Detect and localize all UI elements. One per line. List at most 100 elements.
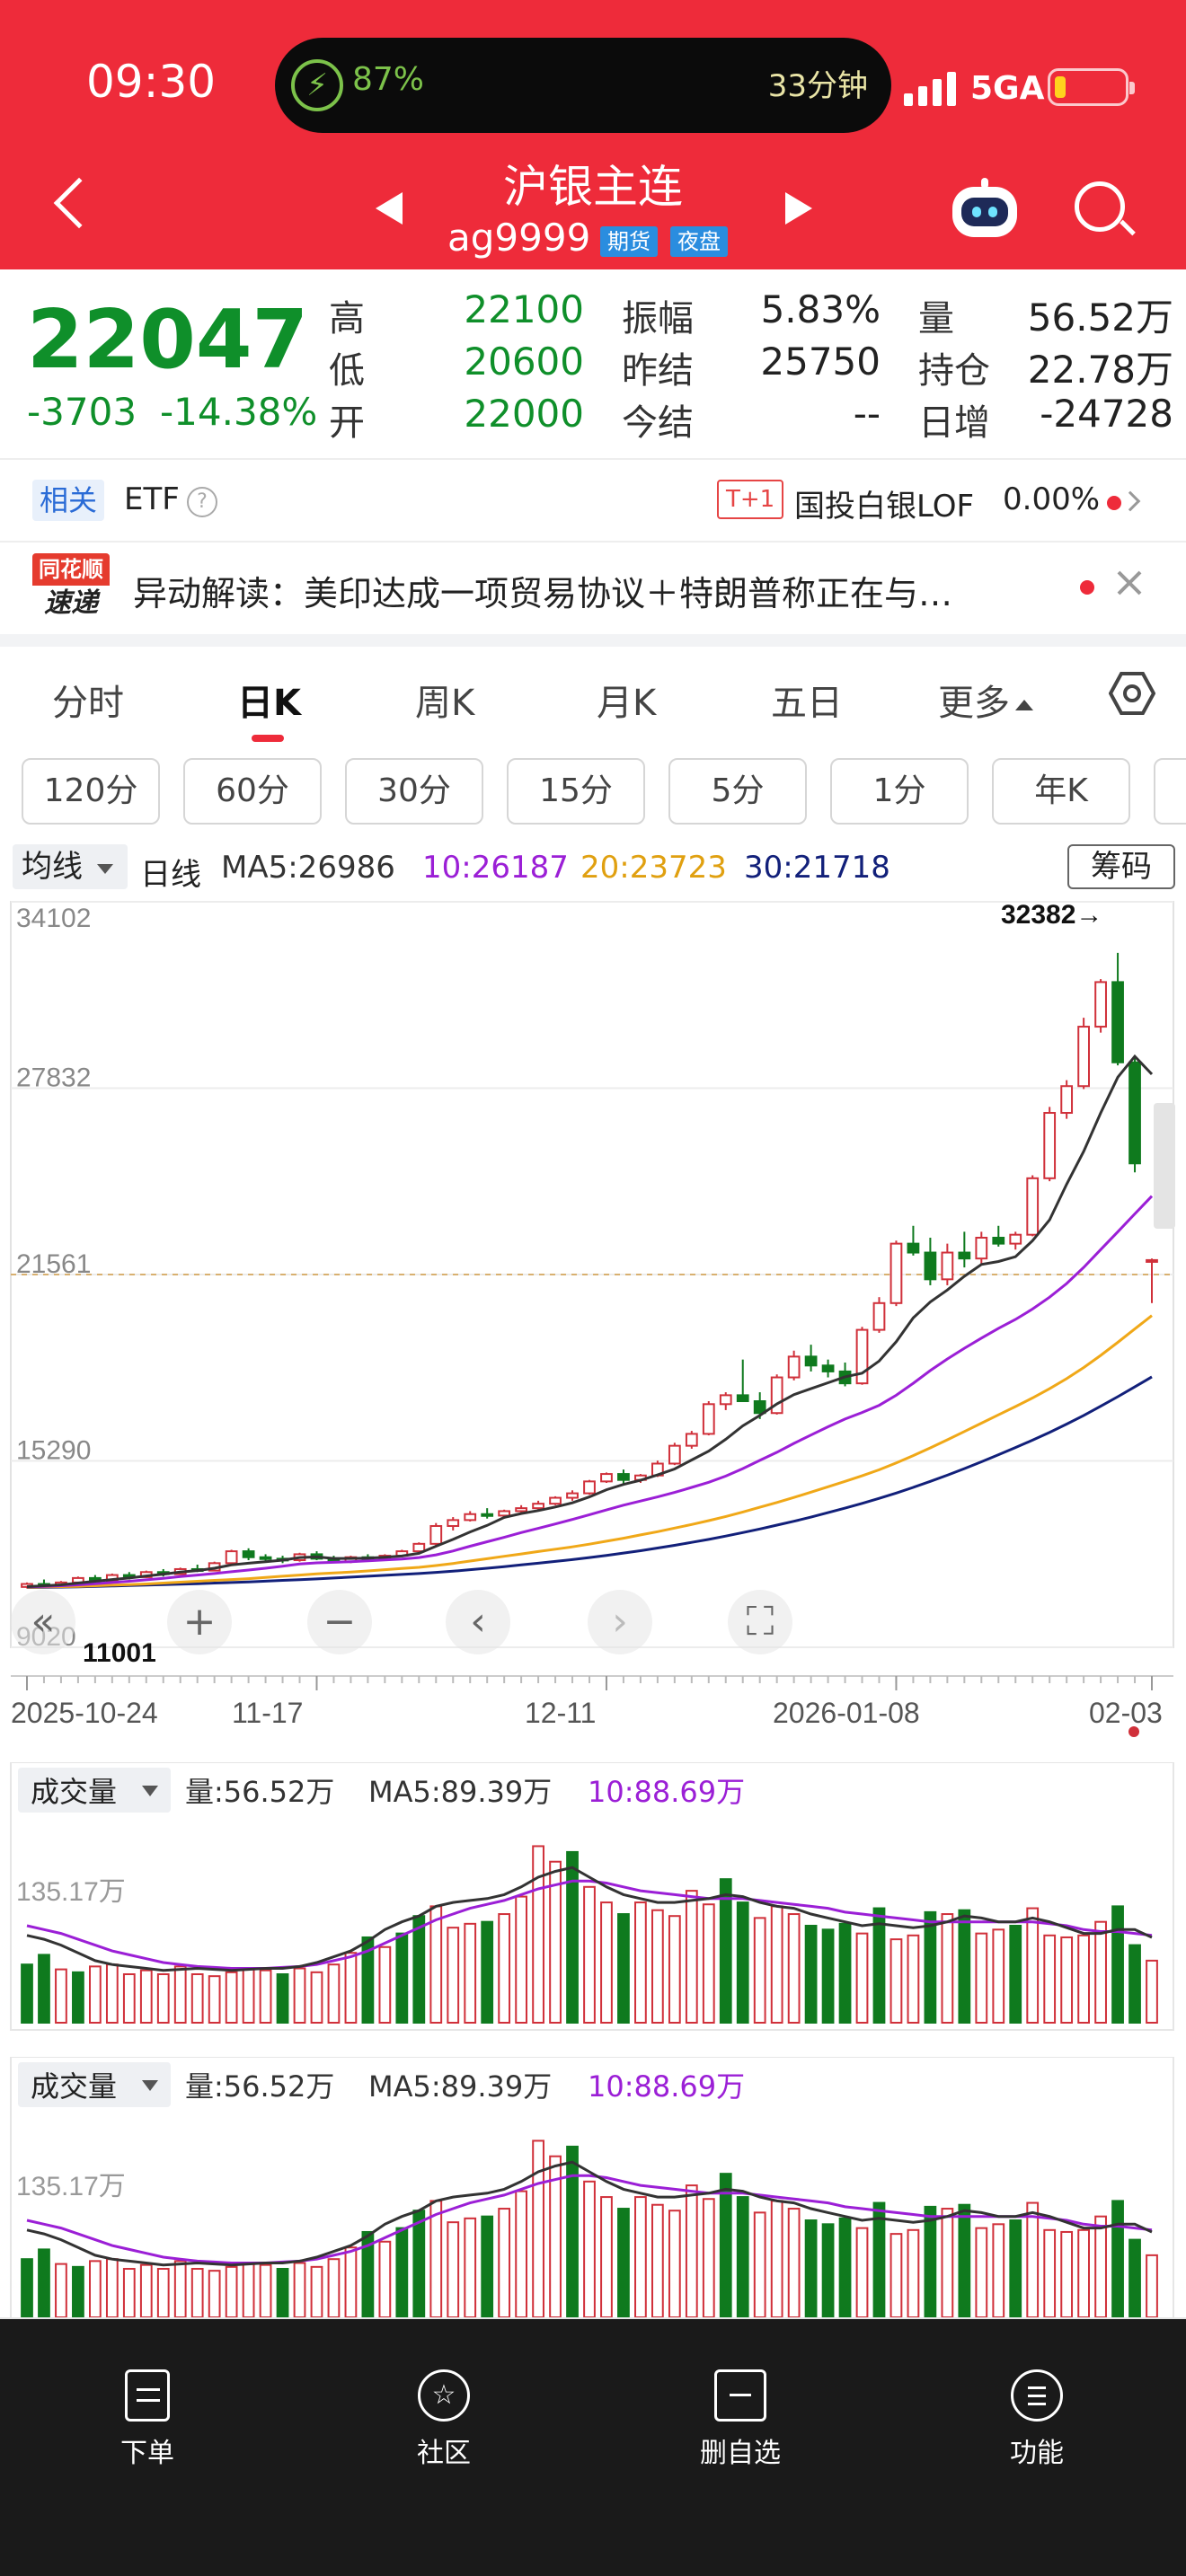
volume-bar [225, 2265, 238, 2318]
page-title: 沪银主连 [503, 161, 683, 213]
volume-bar [634, 1901, 647, 2024]
candle [855, 1327, 869, 1385]
ai-assistant-icon[interactable] [952, 178, 1017, 237]
volume-bar [685, 1890, 698, 2024]
period-15min-button[interactable]: 15分 [507, 758, 645, 825]
volume-bar [190, 2268, 204, 2318]
volume-bar [855, 2227, 869, 2318]
nav-place-order[interactable]: 下单 [93, 2369, 201, 2470]
volume-bar [190, 1973, 204, 2024]
candle-body [821, 1364, 835, 1372]
x-tick-label: 02-03 [1089, 1697, 1163, 1729]
dynamic-island: ⚡ 87% 33分钟 [275, 38, 891, 133]
today-settle-label: 今结 [622, 402, 694, 444]
nav-functions[interactable]: 功能 [983, 2369, 1091, 2470]
back-icon[interactable] [53, 177, 105, 229]
volume-bar [156, 1973, 170, 2024]
caret-down-icon [97, 864, 113, 874]
night-session-badge: 夜盘 [670, 226, 728, 257]
fullscreen-icon[interactable]: ⛶ [728, 1590, 792, 1654]
scroll-right-icon[interactable]: › [588, 1590, 652, 1654]
period-120min-button[interactable]: 120分 [22, 758, 160, 825]
community-star-icon: ☆ [418, 2369, 470, 2422]
period-5min-button[interactable]: 5分 [668, 758, 807, 825]
tab-weekly-k[interactable]: 周K [415, 683, 475, 724]
prev-contract-icon[interactable] [376, 192, 403, 225]
volume-bar [617, 2208, 630, 2318]
prev-settle-value: 25750 [760, 340, 881, 384]
zoom-out-icon[interactable]: − [307, 1590, 372, 1654]
period-30min-button[interactable]: 30分 [345, 758, 483, 825]
candlestick-chart[interactable]: 341022783221561152909020 32382→11001 202… [0, 893, 1186, 1755]
volume-bar [685, 2184, 698, 2318]
settings-hex-icon[interactable] [1109, 670, 1155, 717]
tab-monthly-k[interactable]: 月K [597, 683, 657, 724]
volume-bar [276, 1973, 289, 2024]
candle [787, 1350, 801, 1381]
candle-body [429, 1524, 443, 1545]
volume-indicator-select [18, 1768, 171, 1813]
period-year-k-button[interactable]: 年K [992, 758, 1130, 825]
ma20-value: 20:23723 [580, 850, 727, 886]
volume-bar [395, 1932, 409, 2024]
volume-bar [208, 2270, 221, 2319]
volume-bar [1026, 1907, 1040, 2024]
candle-body [1111, 981, 1124, 1063]
tab-intraday[interactable]: 分时 [52, 683, 124, 724]
related-bar[interactable]: 相关 ETF ? T+1 国投白银LOF 0.00% [0, 460, 1186, 541]
etf-link[interactable]: ETF [124, 481, 180, 517]
tab-five-day[interactable]: 五日 [771, 683, 843, 724]
collapse-left-icon[interactable]: « [11, 1590, 75, 1654]
related-fund-name[interactable]: 国投白银LOF [794, 489, 975, 525]
candle [958, 1231, 971, 1268]
volume-bar [958, 1909, 971, 2024]
volume-frame [10, 1762, 1174, 2031]
candle [412, 1542, 426, 1553]
chevron-right-icon[interactable] [1120, 490, 1141, 512]
x-tick-label: 11-17 [232, 1697, 303, 1729]
volume-bar [1009, 1925, 1022, 2024]
candle-body [1043, 1112, 1057, 1179]
candle [821, 1359, 835, 1378]
amplitude-value: 5.83% [760, 287, 881, 331]
volume-bar [429, 1905, 443, 2024]
tab-more[interactable]: 更多 [938, 674, 1033, 726]
candle [992, 1225, 1005, 1247]
nav-remove-watchlist[interactable]: 删自选 [686, 2369, 794, 2470]
scroll-left-icon[interactable]: ‹ [446, 1590, 510, 1654]
search-icon[interactable] [1075, 181, 1125, 232]
chip-distribution-button[interactable]: 筹码 [1067, 844, 1175, 889]
volume-bar [1128, 2238, 1141, 2319]
candle [566, 1490, 579, 1501]
period-1min-button[interactable]: 1分 [830, 758, 969, 825]
y-tick-label: 21561 [16, 1249, 91, 1279]
period-more-button[interactable] [1154, 758, 1186, 825]
news-ticker[interactable]: 同花顺 速递 异动解读：美印达成一项贸易协议＋特朗普称正在与… [0, 543, 1186, 632]
volume-bar [924, 2205, 937, 2319]
next-contract-icon[interactable] [785, 192, 812, 225]
candle-body [1077, 1026, 1091, 1088]
period-60min-button[interactable]: 60分 [183, 758, 322, 825]
t1-badge: T+1 [717, 480, 784, 519]
volume-panel-1[interactable]: 成交量 量:56.52万 MA5:89.39万 10:88.69万 135.17万 [0, 1762, 1186, 2032]
volume-panel-2[interactable]: 成交量 量:56.52万 MA5:89.39万 10:88.69万 135.17万 [0, 2057, 1186, 2326]
news-headline[interactable]: 异动解读：美印达成一项贸易协议＋特朗普称正在与… [133, 574, 953, 613]
bottom-nav: 下单 ☆ 社区 删自选 功能 [0, 2319, 1186, 2576]
volume-bar [890, 1938, 903, 2024]
help-icon[interactable]: ? [187, 487, 217, 517]
zoom-in-icon[interactable]: + [167, 1590, 232, 1654]
volume-bar [481, 2215, 494, 2318]
volume-bar [668, 1915, 681, 2024]
candle-body [1094, 981, 1107, 1028]
volume-bar [907, 1934, 920, 2024]
close-icon[interactable] [1114, 568, 1145, 598]
volume-axis-label: 135.17万 [16, 2172, 126, 2201]
candle-body [412, 1542, 426, 1553]
x-tick-label: 12-11 [525, 1697, 596, 1729]
candle-body [1009, 1233, 1022, 1245]
last-price: 22047 [27, 293, 309, 387]
nav-community[interactable]: ☆ 社区 [390, 2369, 498, 2470]
tab-daily-k[interactable]: 日K [237, 683, 301, 724]
x-tick-label: 2026-01-08 [773, 1697, 920, 1729]
candle-body [924, 1251, 937, 1281]
